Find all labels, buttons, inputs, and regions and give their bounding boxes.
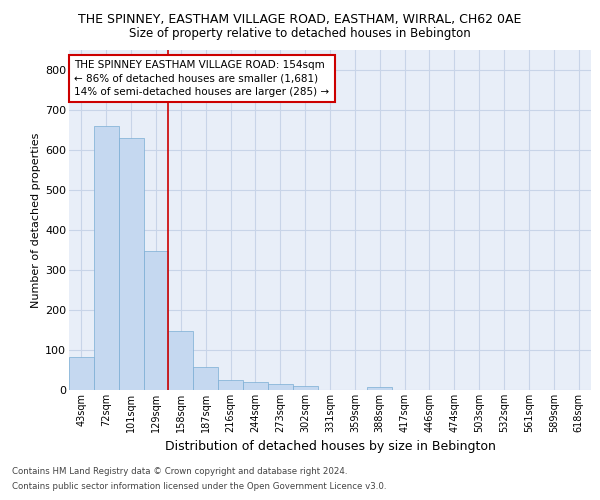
Bar <box>169 331 193 390</box>
Bar <box>193 367 218 390</box>
Y-axis label: Number of detached properties: Number of detached properties <box>31 132 41 308</box>
X-axis label: Distribution of detached houses by size in Bebington: Distribution of detached houses by size … <box>164 440 496 454</box>
Bar <box>119 138 143 390</box>
Text: Size of property relative to detached houses in Bebington: Size of property relative to detached ho… <box>129 28 471 40</box>
Bar <box>69 357 94 390</box>
Text: THE SPINNEY EASTHAM VILLAGE ROAD: 154sqm
← 86% of detached houses are smaller (1: THE SPINNEY EASTHAM VILLAGE ROAD: 154sqm… <box>74 60 329 96</box>
Text: Contains public sector information licensed under the Open Government Licence v3: Contains public sector information licen… <box>12 482 386 491</box>
Text: Contains HM Land Registry data © Crown copyright and database right 2024.: Contains HM Land Registry data © Crown c… <box>12 467 347 476</box>
Bar <box>268 384 293 390</box>
Bar <box>94 126 119 390</box>
Bar <box>293 386 317 390</box>
Bar <box>367 387 392 390</box>
Text: THE SPINNEY, EASTHAM VILLAGE ROAD, EASTHAM, WIRRAL, CH62 0AE: THE SPINNEY, EASTHAM VILLAGE ROAD, EASTH… <box>79 12 521 26</box>
Bar <box>143 251 169 390</box>
Bar <box>243 382 268 390</box>
Bar <box>218 380 243 390</box>
